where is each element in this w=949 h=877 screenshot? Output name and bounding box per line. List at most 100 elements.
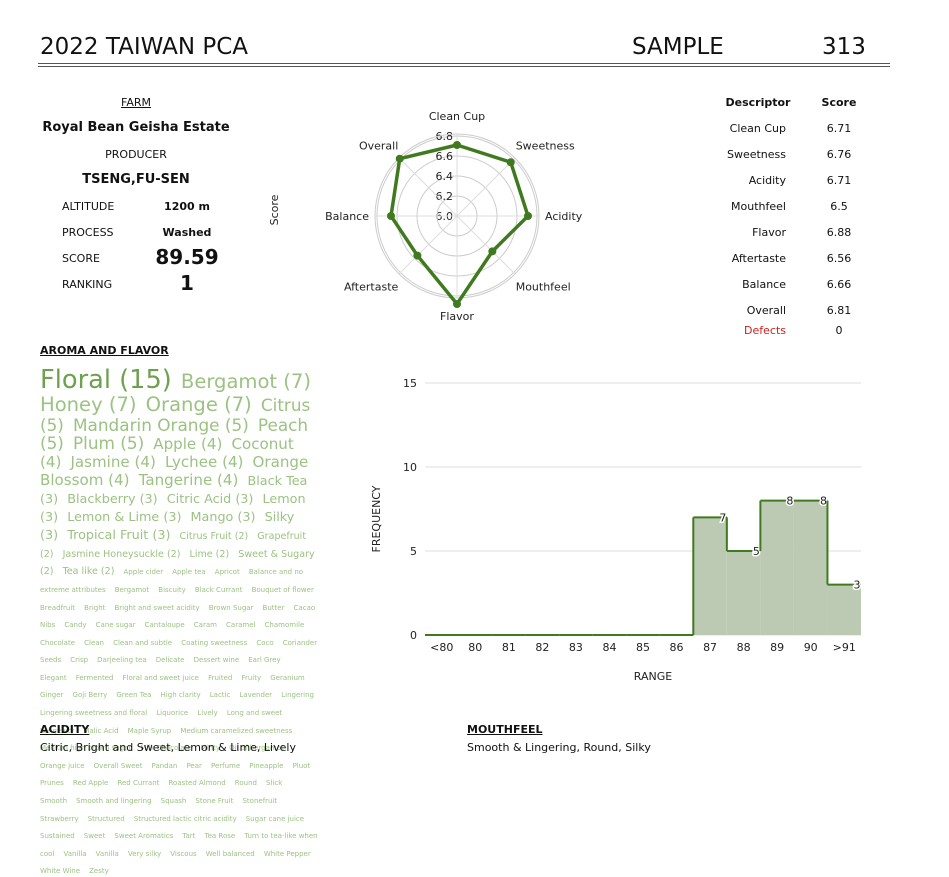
word: Candy [64, 621, 87, 630]
x-tick-label: 86 [670, 641, 684, 654]
word: Dessert wine [193, 656, 240, 665]
word: Grapefruit (2) [40, 530, 307, 560]
axis-label: Mouthfeel [516, 281, 571, 294]
axis-label: Clean Cup [429, 110, 485, 123]
word: Viscous [170, 849, 197, 858]
defects-label: Defects [744, 324, 786, 337]
word: Ginger [40, 691, 64, 700]
radar-point [413, 251, 422, 260]
word: Lingering [281, 691, 314, 700]
x-tick-label: >91 [833, 641, 856, 654]
score: 6.76 [826, 148, 852, 161]
word: Maple Syrup [127, 726, 172, 735]
word: Delicate [155, 656, 185, 665]
word: Citrus (5) [40, 395, 311, 435]
word: Caramel [226, 621, 256, 630]
score: 6.56 [826, 252, 852, 265]
r-tick-label: 6.8 [436, 130, 454, 143]
word: Plum (5) [72, 433, 145, 454]
x-tick-label: 89 [770, 641, 784, 654]
word: Balance and no extreme attributes [40, 568, 304, 594]
word: Strawberry [40, 814, 79, 823]
word: Squash [160, 797, 187, 806]
y-tick-label: 15 [403, 377, 417, 390]
word: Brown Sugar [208, 603, 254, 612]
word: Orange (7) [145, 393, 252, 417]
word: Black Tea (3) [40, 473, 308, 507]
score: 6.71 [826, 122, 852, 135]
score: 6.5 [830, 200, 848, 213]
word: Coriander Seeds [40, 638, 318, 665]
x-axis-label: RANGE [634, 670, 672, 683]
descriptor: Clean Cup [729, 122, 786, 135]
info-label: ALTITUDE [62, 200, 115, 213]
value-label: 8 [820, 495, 827, 508]
x-tick-label: 83 [569, 641, 583, 654]
x-tick-label: 90 [804, 641, 818, 654]
descriptor: Overall [746, 304, 786, 317]
word: Bright [84, 603, 106, 612]
spoke [456, 215, 516, 275]
radar-point [506, 158, 515, 167]
word: Long and sweet [226, 709, 283, 718]
radar-point [488, 247, 497, 256]
descriptor: Aftertaste [731, 252, 786, 265]
word: Caram [193, 621, 217, 630]
info-value: 1200 m [164, 200, 210, 213]
word: Crisp [70, 656, 89, 665]
word: Pear [186, 761, 202, 770]
word: Goji Berry [72, 691, 108, 700]
acidity-title: ACIDITY [40, 723, 90, 736]
page: 2022 TAIWAN PCA SAMPLE 313 FARM Royal Be… [38, 34, 890, 876]
word: Orange Blossom (4) [40, 452, 309, 489]
axis-label: Acidity [545, 210, 583, 223]
word: Jasmine (4) [70, 452, 156, 471]
word: Smooth and lingering [76, 797, 152, 806]
word: Overall Sweet [93, 761, 143, 770]
word: Smooth [40, 797, 68, 806]
word: Apple tea [172, 568, 206, 577]
word: Bergamot [114, 585, 150, 594]
descriptor: Balance [742, 278, 786, 291]
step-area [827, 584, 861, 635]
word: Biscuity [158, 585, 186, 594]
word: Vanilla [63, 849, 87, 858]
word: Floral (15) [40, 365, 172, 395]
word: Stone Fruit [195, 797, 234, 806]
axis-label: Sweetness [516, 139, 575, 152]
value-label: 3 [854, 579, 861, 592]
word: Lavender [239, 691, 273, 700]
acidity-text: Citric, Bright and Sweet, Lemon & Lime, … [40, 741, 296, 754]
mouthfeel-title: MOUTHFEEL [467, 723, 543, 736]
word: Coco [256, 638, 274, 647]
word: Tea like (2) [62, 566, 115, 578]
word: Coconut (4) [40, 435, 294, 471]
info-value: 89.59 [155, 245, 219, 269]
word: Tropical Fruit (3) [67, 527, 171, 543]
word: Lemon & Lime (3) [67, 509, 182, 525]
word: Jasmine Honeysuckle (2) [62, 548, 181, 560]
x-tick-label: 88 [737, 641, 751, 654]
score: 6.81 [826, 304, 852, 317]
descriptor: Mouthfeel [731, 200, 786, 213]
word: Breadfruit [40, 603, 76, 612]
word: Citric Acid (3) [166, 491, 254, 507]
word: Fruity [241, 673, 262, 682]
x-tick-label: 80 [468, 641, 482, 654]
producer: TSENG,FU-SEN [82, 172, 190, 187]
farm: Royal Bean Geisha Estate [42, 120, 230, 135]
y-tick-label: 0 [410, 629, 417, 642]
word: Silky (3) [40, 509, 295, 543]
word: Butter [262, 603, 285, 612]
defects-value: 0 [835, 324, 843, 337]
word: White Wine [40, 867, 81, 876]
score: 6.71 [826, 174, 852, 187]
word: Structured lactic citric acidity [133, 814, 237, 823]
word: Pineapple [249, 761, 284, 770]
word: Lactic [209, 691, 231, 700]
info-label: SCORE [62, 252, 100, 265]
word: Structured [87, 814, 125, 823]
word: Pandan [151, 761, 178, 770]
score: 6.88 [826, 226, 852, 239]
word: Oil of bergamot [229, 744, 284, 753]
